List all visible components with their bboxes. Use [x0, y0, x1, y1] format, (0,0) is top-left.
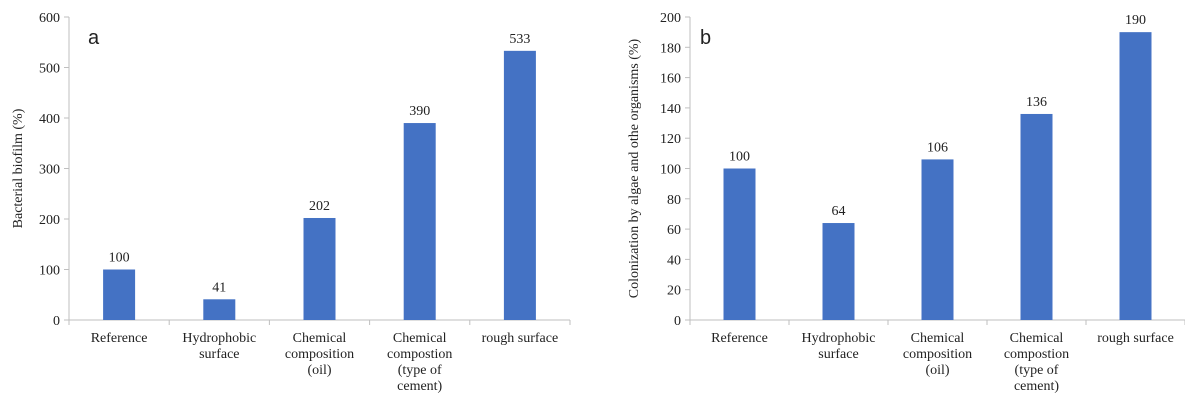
- y-tick-label: 0: [674, 314, 681, 329]
- panel-label: b: [700, 27, 711, 49]
- y-tick-label: 60: [667, 223, 681, 238]
- data-label: 202: [309, 199, 330, 214]
- y-tick-label: 300: [39, 163, 60, 178]
- bar: [1020, 113, 1053, 321]
- bar: [921, 159, 954, 320]
- data-label: 41: [212, 280, 226, 295]
- y-tick-label: 160: [660, 72, 681, 87]
- y-tick-label: 200: [660, 11, 681, 26]
- x-tick-label: Reference: [91, 331, 148, 346]
- y-tick-label: 40: [667, 253, 681, 268]
- bar: [503, 50, 536, 321]
- y-tick-label: 500: [39, 62, 60, 77]
- x-tick-label: Hydrophobic surface: [802, 331, 876, 362]
- data-label: 100: [109, 251, 130, 266]
- x-tick-label: Hydrophobic surface: [182, 331, 256, 362]
- data-label: 106: [927, 140, 948, 155]
- y-tick-label: 400: [39, 112, 60, 127]
- y-tick-label: 100: [660, 163, 681, 178]
- y-tick-label: 200: [39, 213, 60, 228]
- data-label: 136: [1026, 95, 1047, 110]
- bar: [103, 269, 136, 320]
- y-tick-label: 100: [39, 264, 60, 279]
- data-label: 533: [509, 32, 530, 47]
- x-tick-label: Chemical composition (oil): [285, 331, 354, 378]
- x-tick-label: rough surface: [1097, 331, 1174, 346]
- data-label: 190: [1125, 13, 1146, 28]
- bar: [1119, 32, 1152, 321]
- chart-panel-b: 0 20 40 60 80 100 120 140 160 180 200 100 Reference 6…: [627, 11, 1185, 394]
- y-tick-label: 120: [660, 132, 681, 147]
- y-axis-title: Bacterial biofilm (%): [11, 108, 26, 228]
- bar: [303, 217, 336, 320]
- x-tick-label: Chemical composition (oil): [903, 331, 972, 378]
- bar: [723, 168, 756, 320]
- data-label: 64: [832, 204, 846, 219]
- x-tick-label: Chemical compostion (type of cement): [1004, 331, 1069, 394]
- y-axis-title: Colonization by algae and othe organisms…: [627, 38, 642, 298]
- y-tick-label: 140: [660, 102, 681, 117]
- panel-label: a: [88, 27, 100, 49]
- y-tick-label: 180: [660, 41, 681, 56]
- x-tick-label: Reference: [711, 331, 768, 346]
- y-tick-label: 80: [667, 193, 681, 208]
- chart-panel-a: 0 100 200 300 400 500 600 100 Reference 41 Hydroph…: [11, 11, 571, 394]
- bar: [203, 299, 236, 320]
- bar: [403, 123, 436, 320]
- y-tick-label: 0: [53, 314, 60, 329]
- y-tick-label: 20: [667, 284, 681, 299]
- data-label: 390: [409, 104, 430, 119]
- x-tick-label: Chemical compostion (type of cement): [387, 331, 452, 394]
- x-tick-label: rough surface: [482, 331, 559, 346]
- y-tick-label: 600: [39, 11, 60, 26]
- bar: [822, 223, 855, 320]
- data-label: 100: [729, 150, 750, 165]
